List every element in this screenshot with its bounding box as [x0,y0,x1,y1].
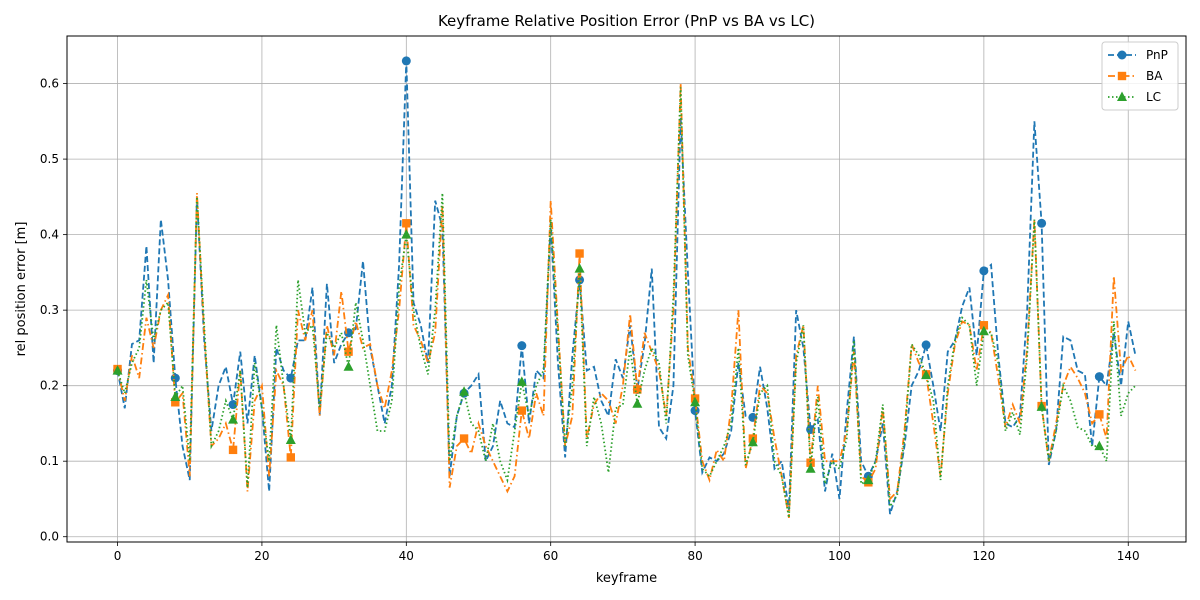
data-point-pnp [170,373,180,383]
data-point-lc [285,434,296,445]
data-point-lc [401,229,412,239]
data-point-lc [459,386,470,396]
data-point-ba [517,406,527,415]
data-point-ba [979,321,989,330]
y-tick-label: 0.2 [40,379,59,393]
series-line-ba [116,83,1137,518]
data-point-ba [228,445,238,455]
data-point-ba [286,453,295,462]
data-point-lc [805,463,816,473]
data-point-lc [690,396,701,407]
y-axis-title: rel position error [m] [14,222,29,357]
data-point-pnp [575,275,585,285]
legend-marker-pnp [1117,50,1127,60]
y-tick-label: 0.1 [40,454,59,468]
y-tick-label: 0.6 [40,77,59,91]
series-lc [112,87,1137,518]
data-point-ba [344,347,353,356]
x-tick-label: 40 [399,549,414,563]
data-point-lc [170,391,181,401]
y-tick-label: 0.3 [40,303,59,317]
y-tick-label: 0.0 [40,530,59,544]
data-point-lc [978,325,989,336]
x-tick-label: 20 [254,549,269,563]
data-point-pnp [286,373,296,383]
legend-label-ba: BA [1146,69,1163,83]
data-point-ba [806,458,815,467]
x-axis-ticks: 0 20 40 60 80 100 120 140 [114,542,1140,563]
data-point-pnp [401,56,411,66]
data-point-pnp [228,400,238,410]
data-point-lc [516,376,527,386]
y-tick-label: 0.4 [40,228,59,242]
data-point-pnp [979,266,989,276]
x-tick-label: 120 [972,549,995,563]
x-tick-label: 80 [687,549,702,563]
data-point-lc [921,369,932,380]
x-tick-label: 140 [1117,549,1140,563]
x-axis-title: keyframe [596,571,657,586]
legend-marker-lc [1117,91,1127,101]
data-point-lc [112,365,123,375]
data-point-lc [228,414,239,424]
data-point-lc [343,361,354,371]
series-layer [112,56,1137,518]
data-point-ba [459,434,469,443]
grid-lines [67,36,1186,542]
series-line-pnp [116,60,1137,515]
data-point-ba [1095,410,1104,419]
y-tick-label: 0.5 [40,152,59,166]
data-point-ba [171,398,180,407]
data-point-lc [632,398,643,408]
chart-title: Keyframe Relative Position Error (PnP vs… [438,12,815,30]
legend: PnP BA LC [1101,41,1179,111]
data-point-lc [747,436,758,447]
legend-marker-ba [1117,71,1127,81]
data-point-pnp [921,340,931,350]
x-tick-label: 100 [828,549,851,563]
legend-label-lc: LC [1146,90,1161,104]
data-point-ba [575,249,584,258]
x-tick-label: 60 [543,549,558,563]
data-point-pnp [517,341,527,351]
data-point-ba [633,385,642,394]
data-point-lc [574,263,585,273]
data-point-lc [863,474,874,485]
legend-label-pnp: PnP [1146,48,1168,62]
data-point-pnp [1037,218,1047,228]
data-point-lc [1094,440,1105,451]
data-point-lc [1036,401,1047,411]
y-axis-ticks: 0.0 0.1 0.2 0.3 0.4 0.5 0.6 [40,77,67,544]
data-point-ba [402,219,411,228]
x-tick-label: 0 [114,549,122,563]
plot-frame [66,35,1187,543]
data-point-pnp [1094,372,1104,382]
series-line-lc [116,87,1137,518]
